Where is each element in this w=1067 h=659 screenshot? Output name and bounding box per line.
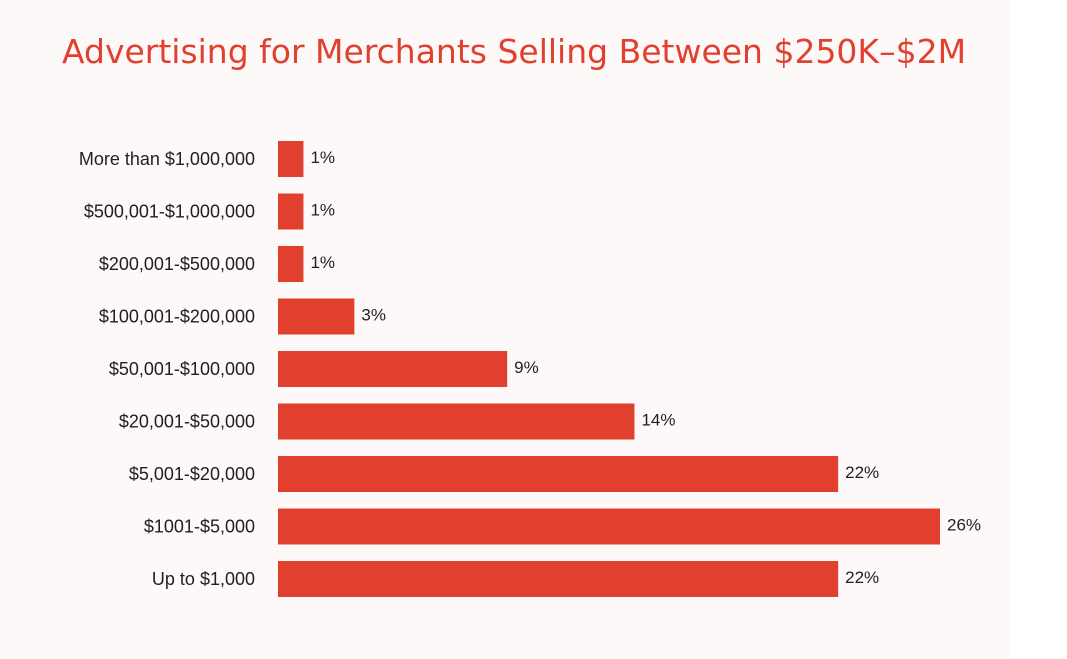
category-label: $200,001-$500,000 bbox=[99, 254, 255, 274]
value-label: 9% bbox=[514, 358, 539, 377]
bar bbox=[278, 193, 304, 230]
bar bbox=[278, 561, 839, 597]
value-label: 22% bbox=[845, 568, 879, 587]
bar bbox=[278, 141, 304, 177]
category-label: More than $1,000,000 bbox=[79, 149, 255, 169]
category-label: $20,001-$50,000 bbox=[119, 412, 255, 432]
value-label: 3% bbox=[361, 306, 386, 325]
bar bbox=[278, 403, 635, 440]
value-label: 1% bbox=[310, 253, 335, 272]
value-label: 14% bbox=[641, 411, 675, 430]
bar bbox=[278, 456, 839, 492]
category-label: $100,001-$200,000 bbox=[99, 307, 255, 327]
bar bbox=[278, 246, 304, 282]
value-label: 26% bbox=[947, 516, 981, 535]
category-label: $50,001-$100,000 bbox=[109, 359, 255, 379]
value-label: 1% bbox=[310, 148, 335, 167]
category-label: $500,001-$1,000,000 bbox=[84, 202, 255, 222]
value-label: 1% bbox=[310, 201, 335, 220]
chart-panel bbox=[0, 0, 1010, 659]
bar bbox=[278, 298, 355, 335]
category-label: $5,001-$20,000 bbox=[129, 464, 255, 484]
bar bbox=[278, 351, 508, 387]
category-label: $1001-$5,000 bbox=[144, 517, 255, 537]
chart-title: Advertising for Merchants Selling Betwee… bbox=[62, 32, 967, 71]
bar bbox=[278, 508, 940, 545]
category-label: Up to $1,000 bbox=[152, 569, 255, 589]
value-label: 22% bbox=[845, 463, 879, 482]
